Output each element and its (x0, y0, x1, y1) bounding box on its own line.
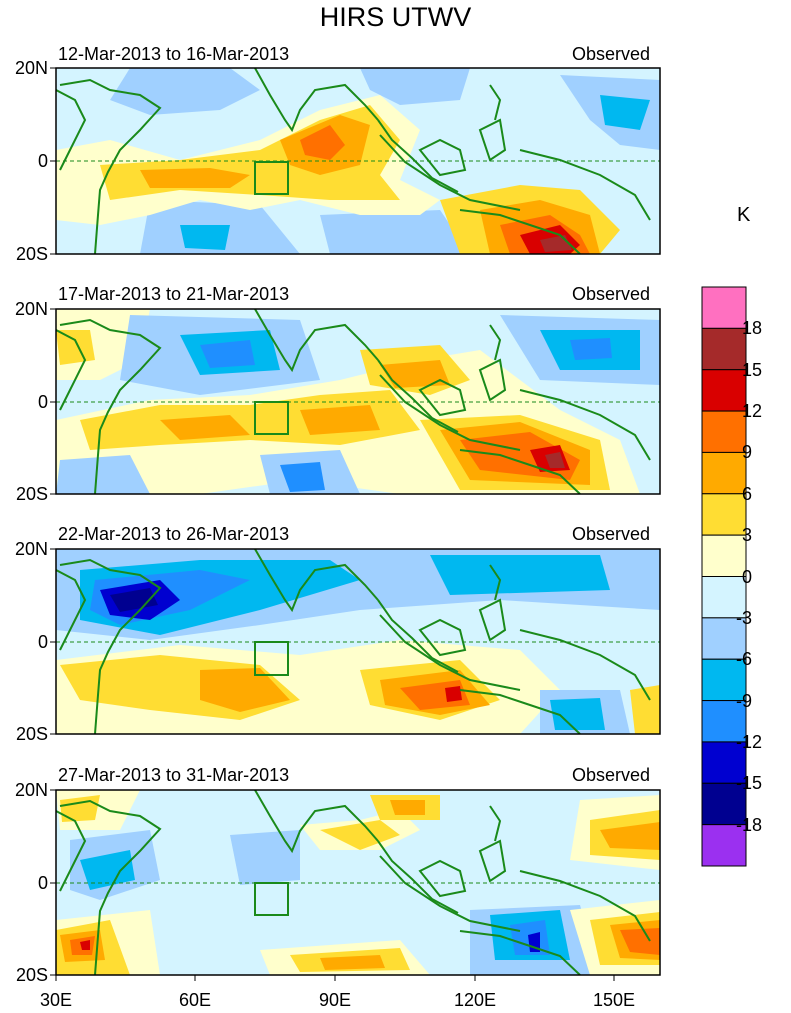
colorbar (701, 286, 747, 867)
equator-lines (56, 160, 660, 884)
panel-1-date: 12-Mar-2013 to 16-Mar-2013 (58, 44, 290, 64)
colorbar-swatch (701, 286, 747, 329)
target-boxes (254, 161, 289, 916)
colorbar-swatch (701, 782, 747, 826)
colorbar-tick-label: -12 (736, 731, 763, 752)
panel-1-source: Observed (572, 44, 651, 64)
panel-4-date: 27-Mar-2013 to 31-Mar-2013 (58, 765, 290, 785)
colorbar-swatch (701, 369, 747, 412)
colorbar-swatch (701, 658, 747, 702)
colorbar-tick-label: -6 (736, 649, 753, 670)
lat-label-20n: 20N (14, 299, 48, 319)
colorbar-swatch (701, 617, 747, 660)
lat-label-20s: 20S (15, 244, 48, 264)
colorbar-swatch (701, 534, 747, 578)
panel-4-source: Observed (572, 765, 651, 785)
colorbar-swatch (701, 741, 747, 784)
lat-label-20s: 20S (15, 965, 48, 985)
colorbar-swatch (701, 576, 747, 619)
panel-1-coastlines (56, 68, 651, 254)
colorbar-tick-label: 15 (742, 359, 763, 380)
panel-4-coastlines (56, 790, 651, 975)
lat-label-eq: 0 (37, 632, 48, 652)
colorbar-tick-label: -9 (736, 690, 753, 711)
lat-label-20s: 20S (15, 724, 48, 744)
lon-label-120e: 120E (453, 990, 497, 1010)
lat-label-20s: 20S (15, 484, 48, 504)
colorbar-swatch (701, 451, 747, 495)
lon-label-150e: 150E (592, 990, 636, 1010)
colorbar-tick-label: 12 (742, 401, 763, 422)
colorbar-swatch (701, 824, 747, 867)
colorbar-tick-label: 0 (742, 566, 753, 587)
panel-3-coastlines (56, 549, 651, 734)
colorbar-swatch (701, 327, 747, 371)
lon-label-90e: 90E (318, 990, 352, 1010)
tick-marks (50, 67, 615, 981)
panel-2-map (56, 309, 660, 494)
colorbar-tick-label: 3 (742, 525, 753, 546)
lat-label-eq: 0 (37, 151, 48, 171)
lat-label-20n: 20N (14, 58, 48, 78)
colorbar-swatch (701, 410, 747, 453)
colorbar-tick-label: -3 (736, 607, 753, 628)
figure-title: HIRS UTWV (319, 2, 472, 32)
colorbar-unit: K (737, 204, 751, 226)
panel-2-date: 17-Mar-2013 to 21-Mar-2013 (58, 284, 290, 304)
lat-label-20n: 20N (14, 780, 48, 800)
colorbar-tick-label: 18 (742, 318, 763, 339)
colorbar-tick-label: 9 (742, 442, 753, 463)
lat-label-eq: 0 (37, 873, 48, 893)
panel-3-source: Observed (572, 524, 651, 544)
colorbar-swatch (701, 493, 747, 536)
colorbar-tick-label: -18 (736, 814, 763, 835)
lat-label-20n: 20N (14, 539, 48, 559)
panel-3-date: 22-Mar-2013 to 26-Mar-2013 (58, 524, 290, 544)
colorbar-tick-label: -15 (736, 773, 763, 794)
colorbar-tick-label: 6 (742, 483, 753, 504)
panel-2-source: Observed (572, 284, 651, 304)
lat-label-eq: 0 (37, 392, 48, 412)
lon-label-30e: 30E (39, 990, 73, 1010)
lon-label-60e: 60E (178, 990, 212, 1010)
panel-2-coastlines (56, 309, 651, 494)
